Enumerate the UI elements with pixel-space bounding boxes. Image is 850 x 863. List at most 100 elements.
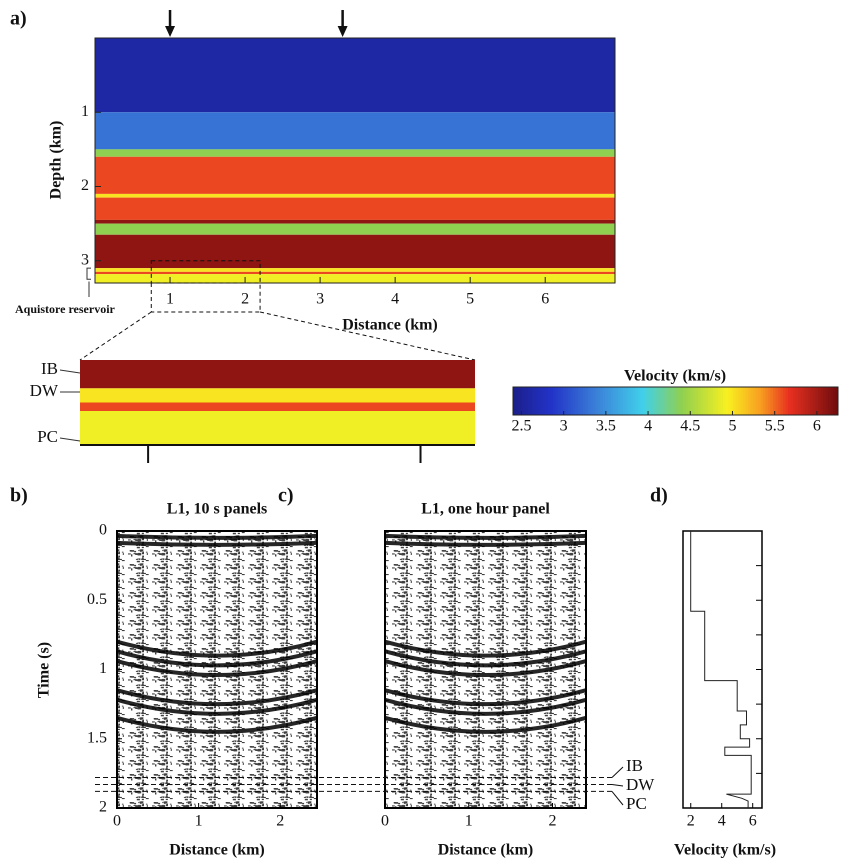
colorbar-cell — [545, 387, 549, 415]
colorbar-cell — [803, 387, 806, 415]
colorbar-cell — [835, 387, 839, 415]
colorbar-cell — [540, 387, 544, 415]
colorbar-cell — [565, 387, 569, 415]
colorbar-cell — [528, 387, 531, 415]
y-tick-label: 0 — [99, 522, 107, 539]
receiver-arrow — [165, 10, 176, 37]
colorbar-tick-label: 2.5 — [511, 418, 531, 435]
colorbar-cell — [658, 387, 661, 415]
colorbar-cell — [760, 387, 764, 415]
inset-layer — [80, 402, 475, 411]
colorbar-cell — [668, 387, 671, 415]
colorbar-cell — [775, 387, 779, 415]
panel-title: L1, one hour panel — [421, 501, 550, 518]
colorbar-cell — [673, 387, 676, 415]
x-tick-label: 6 — [541, 291, 549, 308]
colorbar-cell — [555, 387, 559, 415]
reflector — [117, 540, 317, 547]
colorbar-cell — [515, 387, 519, 415]
colorbar-cell — [613, 387, 616, 415]
inset-pointer — [59, 369, 81, 374]
colorbar-cell — [585, 387, 589, 415]
y-axis-label: Depth (km) — [48, 121, 65, 200]
reflector — [117, 659, 317, 677]
colorbar-cell — [793, 387, 796, 415]
colorbar-cell — [710, 387, 714, 415]
colorbar-cell — [770, 387, 774, 415]
colorbar-cell — [645, 387, 649, 415]
colorbar-cell — [660, 387, 664, 415]
x-tick-label: 1 — [166, 291, 174, 308]
seismic-section — [385, 531, 586, 808]
colorbar-cell — [633, 387, 636, 415]
colorbar-cell — [588, 387, 591, 415]
colorbar-cell — [800, 387, 804, 415]
reflector — [117, 533, 317, 540]
plot-frame — [682, 530, 763, 809]
reflector — [117, 697, 317, 716]
colorbar-cell — [795, 387, 799, 415]
colorbar-cell — [680, 387, 684, 415]
colorbar-cell — [678, 387, 681, 415]
colorbar-cell — [548, 387, 551, 415]
colorbar-cell — [643, 387, 646, 415]
y-tick-label: 3 — [81, 251, 89, 268]
horizon-pointer — [611, 791, 624, 806]
colorbar-cell — [715, 387, 719, 415]
panel-label: c) — [278, 485, 294, 507]
velocity-layer — [95, 274, 615, 283]
inset-label: DW — [30, 381, 59, 400]
colorbar-cell — [603, 387, 606, 415]
x-axis-label: Velocity (km/s) — [674, 842, 776, 859]
colorbar-cell — [618, 387, 621, 415]
velocity-layer — [95, 234, 615, 269]
colorbar-cell — [610, 387, 614, 415]
colorbar-cell — [798, 387, 801, 415]
colorbar-cell — [708, 387, 711, 415]
reflector — [117, 688, 317, 707]
arrow-head — [165, 26, 176, 37]
colorbar-cell — [593, 387, 596, 415]
colorbar-cell — [773, 387, 776, 415]
colorbar-cell — [608, 387, 611, 415]
colorbar-cell — [518, 387, 521, 415]
velocity-layer — [95, 219, 615, 224]
colorbar-cell — [763, 387, 766, 415]
colorbar-cell — [815, 387, 819, 415]
x-tick-label: 2 — [276, 813, 284, 830]
colorbar-cell — [625, 387, 629, 415]
colorbar-cell — [538, 387, 541, 415]
reflector — [117, 715, 317, 734]
colorbar-cell — [615, 387, 619, 415]
colorbar-cell — [718, 387, 721, 415]
colorbar-cell — [570, 387, 574, 415]
colorbar-cell — [620, 387, 624, 415]
colorbar-cell — [723, 387, 726, 415]
colorbar-cell — [623, 387, 626, 415]
x-tick-label: 1 — [195, 813, 203, 830]
colorbar-cell — [600, 387, 604, 415]
zoom-box — [150, 260, 261, 284]
velocity-layer — [95, 38, 615, 113]
velocity-layer — [95, 156, 615, 194]
plot-frame — [384, 530, 587, 809]
inset-layer — [80, 360, 475, 389]
panel-label: b) — [10, 485, 28, 507]
colorbar-cell — [825, 387, 829, 415]
colorbar-cell — [833, 387, 836, 415]
velocity-layer — [95, 193, 615, 198]
reflector — [385, 639, 586, 658]
colorbar-cell — [738, 387, 741, 415]
colorbar-cell — [830, 387, 834, 415]
colorbar-cell — [640, 387, 644, 415]
colorbar-cell — [598, 387, 601, 415]
colorbar-cell — [605, 387, 609, 415]
inset-layer — [80, 388, 475, 403]
colorbar-tick-label: 6 — [813, 418, 821, 435]
colorbar-cell — [728, 387, 731, 415]
colorbar-cell — [788, 387, 791, 415]
colorbar-cell — [635, 387, 639, 415]
receiver-arrow — [337, 10, 348, 37]
colorbar-tick-label: 3 — [560, 418, 568, 435]
horizon-pointer — [611, 783, 624, 787]
